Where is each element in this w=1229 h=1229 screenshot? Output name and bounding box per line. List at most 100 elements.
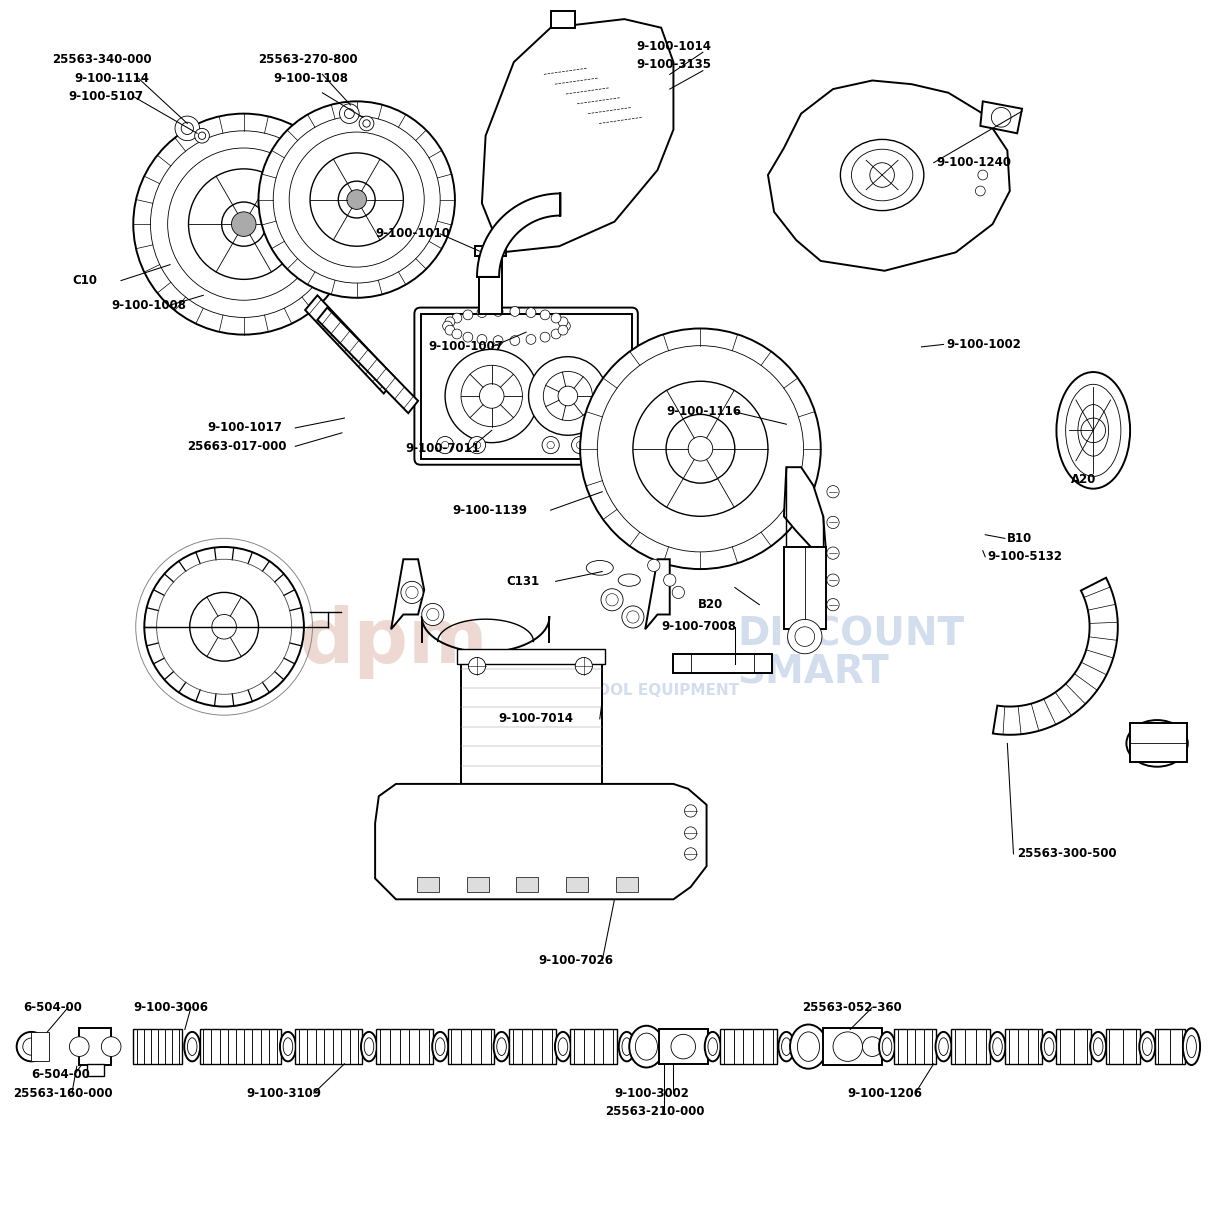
- Circle shape: [788, 619, 822, 654]
- Circle shape: [175, 116, 199, 140]
- Circle shape: [666, 414, 735, 483]
- Text: 25563-300-500: 25563-300-500: [1018, 847, 1117, 860]
- Circle shape: [463, 310, 473, 320]
- Circle shape: [551, 329, 560, 339]
- Circle shape: [452, 329, 462, 339]
- Circle shape: [976, 186, 986, 195]
- Circle shape: [258, 101, 455, 297]
- Text: 25563-160-000: 25563-160-000: [14, 1086, 113, 1100]
- Circle shape: [541, 310, 549, 320]
- Circle shape: [468, 793, 485, 810]
- Circle shape: [359, 116, 374, 130]
- Bar: [1005, 1030, 1042, 1064]
- Text: 9-100-7011: 9-100-7011: [406, 442, 481, 455]
- Circle shape: [978, 170, 988, 179]
- Circle shape: [17, 1032, 47, 1062]
- Circle shape: [510, 306, 520, 316]
- Text: 9-100-7008: 9-100-7008: [661, 621, 736, 633]
- Circle shape: [833, 1032, 863, 1062]
- Polygon shape: [784, 547, 826, 629]
- Circle shape: [493, 336, 503, 345]
- Ellipse shape: [1139, 1032, 1155, 1062]
- Text: C10: C10: [71, 274, 97, 288]
- Circle shape: [144, 547, 304, 707]
- Text: 25563-210-000: 25563-210-000: [605, 1105, 704, 1118]
- Text: 6-504-00: 6-504-00: [23, 1000, 81, 1014]
- Circle shape: [603, 436, 621, 454]
- Circle shape: [575, 793, 592, 810]
- Circle shape: [992, 107, 1011, 127]
- Ellipse shape: [1057, 372, 1131, 489]
- Bar: [1057, 1030, 1091, 1064]
- Ellipse shape: [586, 560, 613, 575]
- Circle shape: [338, 181, 375, 218]
- Text: 6-504-00: 6-504-00: [32, 1068, 90, 1082]
- Circle shape: [167, 147, 320, 300]
- Ellipse shape: [497, 1037, 506, 1056]
- Bar: [659, 1030, 708, 1064]
- Ellipse shape: [798, 1032, 820, 1062]
- Circle shape: [688, 436, 713, 461]
- Ellipse shape: [1094, 1037, 1102, 1056]
- Polygon shape: [768, 80, 1010, 270]
- Ellipse shape: [558, 1037, 568, 1056]
- Circle shape: [442, 321, 452, 331]
- Ellipse shape: [790, 1025, 827, 1069]
- Text: 9-100-1116: 9-100-1116: [666, 406, 741, 418]
- Ellipse shape: [622, 1037, 632, 1056]
- Ellipse shape: [704, 1032, 720, 1062]
- Bar: [199, 1030, 280, 1064]
- Circle shape: [633, 381, 768, 516]
- Bar: [720, 1030, 777, 1064]
- Polygon shape: [391, 559, 424, 629]
- Bar: [133, 1030, 182, 1064]
- Bar: [79, 1029, 111, 1066]
- Circle shape: [401, 581, 423, 603]
- Bar: [32, 1032, 49, 1062]
- Circle shape: [526, 307, 536, 317]
- Bar: [461, 656, 602, 814]
- Text: 9-100-1014: 9-100-1014: [637, 39, 712, 53]
- Circle shape: [211, 614, 236, 639]
- Ellipse shape: [629, 1026, 664, 1068]
- Circle shape: [672, 586, 685, 599]
- Text: 9-100-1008: 9-100-1008: [111, 299, 186, 312]
- Text: 9-100-5107: 9-100-5107: [69, 90, 144, 103]
- Text: 9-100-5132: 9-100-5132: [988, 551, 1063, 563]
- Ellipse shape: [993, 1037, 1003, 1056]
- Circle shape: [560, 321, 570, 331]
- Circle shape: [477, 334, 487, 344]
- Circle shape: [558, 386, 578, 406]
- Circle shape: [194, 128, 209, 143]
- Bar: [516, 878, 538, 892]
- Ellipse shape: [1090, 1032, 1106, 1062]
- Bar: [417, 878, 439, 892]
- Polygon shape: [305, 295, 396, 393]
- Circle shape: [558, 317, 568, 327]
- Circle shape: [479, 383, 504, 408]
- Polygon shape: [457, 649, 605, 664]
- Ellipse shape: [283, 1037, 293, 1056]
- Ellipse shape: [364, 1037, 374, 1056]
- Circle shape: [526, 334, 536, 344]
- Ellipse shape: [1066, 385, 1121, 477]
- Ellipse shape: [1078, 404, 1109, 456]
- Text: 9-100-1017: 9-100-1017: [206, 422, 281, 434]
- Circle shape: [827, 574, 839, 586]
- Circle shape: [827, 599, 839, 611]
- Text: dpm: dpm: [299, 605, 488, 678]
- Polygon shape: [477, 193, 560, 277]
- Text: DISCOUNT
SMART: DISCOUNT SMART: [737, 616, 965, 692]
- Text: 9-100-1002: 9-100-1002: [946, 338, 1021, 351]
- Circle shape: [289, 132, 424, 267]
- Polygon shape: [673, 654, 772, 673]
- Ellipse shape: [852, 149, 913, 200]
- Text: 9-100-7014: 9-100-7014: [498, 713, 573, 725]
- Text: SWIMMING POOL EQUIPMENT: SWIMMING POOL EQUIPMENT: [485, 683, 739, 698]
- Ellipse shape: [708, 1037, 718, 1056]
- Bar: [823, 1029, 882, 1066]
- Circle shape: [648, 559, 660, 571]
- Bar: [420, 313, 632, 458]
- Bar: [1155, 1030, 1185, 1064]
- Bar: [509, 1030, 556, 1064]
